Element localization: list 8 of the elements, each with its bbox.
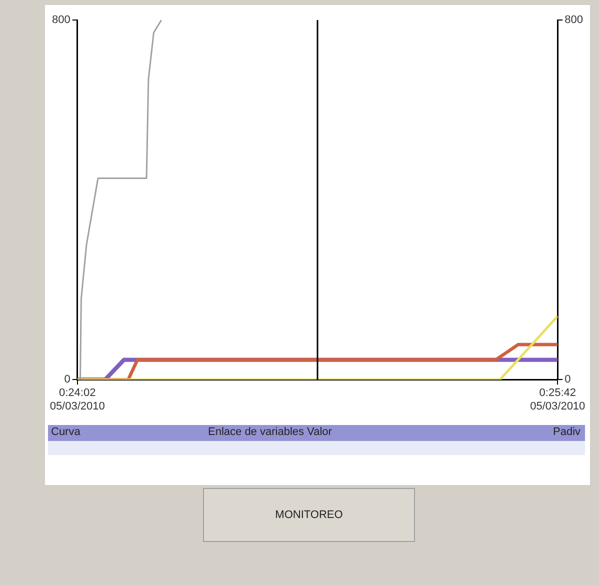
x-tick-label: 0:25:42 05/03/2010 bbox=[530, 387, 586, 412]
text: Enlace de variables Valor bbox=[208, 426, 332, 438]
text: MONITOREO bbox=[203, 488, 415, 542]
y2-tick-label: 800 bbox=[564, 14, 584, 26]
y2-tick-label: 0 bbox=[564, 374, 571, 386]
text: Curva bbox=[51, 426, 80, 438]
x-tick-label: 0:24:02 05/03/2010 bbox=[50, 387, 105, 412]
text: Padiv bbox=[553, 426, 581, 438]
